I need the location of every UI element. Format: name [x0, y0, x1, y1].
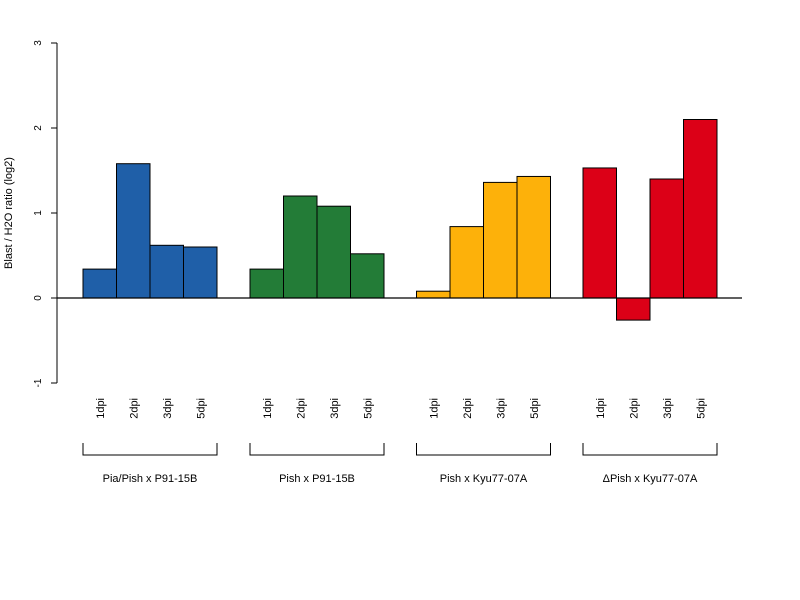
group-bracket	[249, 443, 385, 456]
bar	[449, 226, 484, 299]
category-label: 5dpi	[695, 398, 707, 419]
bar	[483, 181, 518, 299]
y-tick-label: 0	[33, 295, 44, 301]
category-label: 2dpi	[462, 398, 474, 419]
category-label: 5dpi	[195, 398, 207, 419]
category-label: 1dpi	[262, 398, 274, 419]
y-axis-label: Blast / H2O ratio (log2)	[3, 157, 15, 269]
bar	[116, 163, 151, 299]
group-bracket	[82, 443, 218, 456]
group-label: Pish x Kyu77-07A	[440, 473, 528, 485]
category-label: 2dpi	[295, 398, 307, 419]
bar	[649, 178, 684, 299]
group-brackets: Pia/Pish x P91-15B Pish x P91-15B Pish x K…	[82, 443, 718, 485]
group-label: Pia/Pish x P91-15B	[103, 473, 198, 485]
group-bracket	[582, 443, 718, 456]
bar	[683, 119, 718, 299]
category-label: 1dpi	[95, 398, 107, 419]
bar	[416, 290, 451, 299]
bar	[82, 268, 117, 299]
y-axis: -1 0 1 2 3	[33, 40, 58, 387]
bar	[350, 253, 385, 299]
category-label: 5dpi	[529, 398, 541, 419]
bar	[516, 175, 551, 299]
category-label: 3dpi	[329, 398, 341, 419]
category-label: 2dpi	[128, 398, 140, 419]
bar	[616, 297, 651, 321]
y-tick-label: 1	[33, 210, 44, 216]
category-label: 3dpi	[162, 398, 174, 419]
category-label: 3dpi	[662, 398, 674, 419]
group-bracket	[416, 443, 551, 456]
bars	[82, 119, 718, 321]
bar	[183, 246, 218, 299]
bar	[582, 167, 617, 299]
group-label: ΔPish x Kyu77-07A	[603, 473, 698, 485]
bar	[149, 244, 184, 299]
y-tick-label: 3	[33, 40, 44, 46]
y-tick-label: 2	[33, 125, 44, 131]
bar	[283, 195, 318, 299]
bar	[249, 268, 284, 299]
category-label: 3dpi	[495, 398, 507, 419]
group-label: Pish x P91-15B	[279, 473, 355, 485]
category-label: 1dpi	[595, 398, 607, 419]
category-labels: 1dpi 2dpi 3dpi 5dpi 1dpi 2dpi 3dpi 5dpi 1dpi 2dpi…	[95, 398, 708, 419]
category-label: 2dpi	[628, 398, 640, 419]
category-label: 1dpi	[428, 398, 440, 419]
category-label: 5dpi	[362, 398, 374, 419]
bar	[316, 205, 351, 299]
y-tick-label: -1	[33, 378, 44, 387]
